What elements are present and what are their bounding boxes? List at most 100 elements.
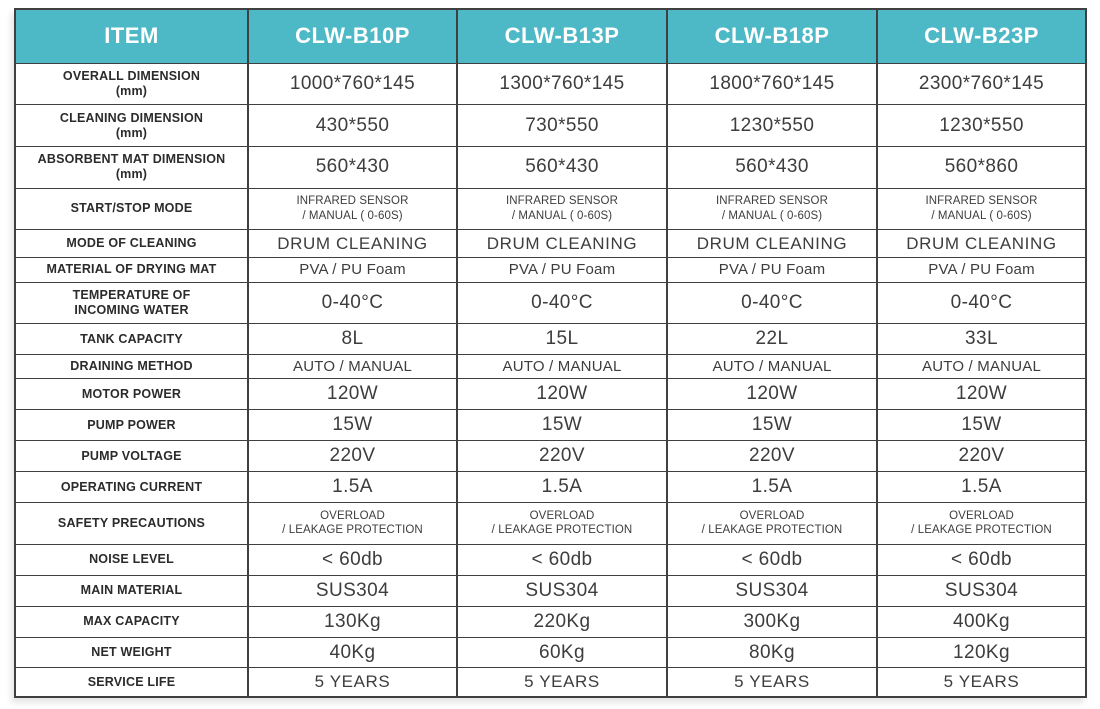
table-row: DRAINING METHOD AUTO / MANUAL AUTO / MANUA… (14, 354, 1087, 380)
table-row: MAIN MATERIAL SUS304 SUS304 SUS304 SUS304 (14, 574, 1087, 607)
spec-label: MAX CAPACITY (14, 605, 249, 638)
spec-value: DRUM CLEANING (247, 229, 458, 259)
spec-value: 1800*760*145 (666, 62, 878, 106)
spec-label: TANK CAPACITY (14, 323, 249, 356)
spec-value: 300Kg (666, 605, 878, 638)
table-row: OPERATING CURRENT 1.5A 1.5A 1.5A 1.5A (14, 471, 1087, 504)
header-row: ITEM CLW-B10P CLW-B13P CLW-B18P CLW-B23P (14, 8, 1087, 64)
spec-value: SUS304 (876, 574, 1087, 607)
table-row: SAFETY PRECAUTIONS OVERLOAD / LEAKAGE PROT… (14, 502, 1087, 545)
table-row: MATERIAL OF DRYING MAT PVA / PU Foam PVA /… (14, 257, 1087, 283)
spec-value: 80Kg (666, 636, 878, 669)
spec-value: 560*430 (666, 145, 878, 189)
spec-value: SUS304 (666, 574, 878, 607)
table-row: MAX CAPACITY 130Kg 220Kg 300Kg 400Kg (14, 605, 1087, 638)
spec-label: MOTOR POWER (14, 378, 249, 411)
spec-value: 120W (456, 378, 668, 411)
header-cell-model: CLW-B13P (456, 8, 668, 64)
spec-value: 15W (247, 409, 458, 442)
spec-value: INFRARED SENSOR / MANUAL ( 0-60S) (666, 187, 878, 231)
spec-label: OPERATING CURRENT (14, 471, 249, 504)
table-row: MOTOR POWER 120W 120W 120W 120W (14, 378, 1087, 411)
spec-value: 120Kg (876, 636, 1087, 669)
table-row: SERVICE LIFE 5 YEARS 5 YEARS 5 YEARS 5 YEARS (14, 667, 1087, 698)
spec-label: PUMP POWER (14, 409, 249, 442)
spec-value: 730*550 (456, 104, 668, 147)
table-row: NOISE LEVEL < 60db < 60db < 60db < 60db (14, 543, 1087, 576)
spec-value: 40Kg (247, 636, 458, 669)
spec-value: DRUM CLEANING (456, 229, 668, 259)
spec-value: 220Kg (456, 605, 668, 638)
spec-label: ABSORBENT MAT DIMENSION (mm) (14, 145, 249, 189)
spec-value: 15W (876, 409, 1087, 442)
table-row: TANK CAPACITY 8L 15L 22L 33L (14, 323, 1087, 356)
table-row: MODE OF CLEANING DRUM CLEANING DRUM CLEANI… (14, 229, 1087, 259)
spec-label: SAFETY PRECAUTIONS (14, 502, 249, 545)
spec-value: DRUM CLEANING (876, 229, 1087, 259)
spec-value: INFRARED SENSOR / MANUAL ( 0-60S) (876, 187, 1087, 231)
spec-value: AUTO / MANUAL (456, 354, 668, 380)
spec-value: 0-40°C (456, 281, 668, 325)
table-row: OVERALL DIMENSION (mm) 1000*760*145 1300*76… (14, 62, 1087, 106)
spec-label: MODE OF CLEANING (14, 229, 249, 259)
spec-value: 0-40°C (247, 281, 458, 325)
spec-value: 33L (876, 323, 1087, 356)
spec-value: 15W (456, 409, 668, 442)
spec-label: SERVICE LIFE (14, 667, 249, 698)
spec-value: OVERLOAD / LEAKAGE PROTECTION (247, 502, 458, 545)
spec-value: OVERLOAD / LEAKAGE PROTECTION (666, 502, 878, 545)
spec-value: 120W (247, 378, 458, 411)
spec-value: PVA / PU Foam (876, 257, 1087, 283)
table-row: TEMPERATURE OF INCOMING WATER 0-40°C 0-40°C… (14, 281, 1087, 325)
spec-value: DRUM CLEANING (666, 229, 878, 259)
spec-label: DRAINING METHOD (14, 354, 249, 380)
table-row: NET WEIGHT 40Kg 60Kg 80Kg 120Kg (14, 636, 1087, 669)
spec-value: SUS304 (456, 574, 668, 607)
spec-value: 220V (666, 440, 878, 473)
header-cell-item: ITEM (14, 8, 249, 64)
spec-value: INFRARED SENSOR / MANUAL ( 0-60S) (247, 187, 458, 231)
spec-value: 1.5A (876, 471, 1087, 504)
spec-value: 15W (666, 409, 878, 442)
spec-value: 400Kg (876, 605, 1087, 638)
table-row: CLEANING DIMENSION (mm) 430*550 730*550 1230… (14, 104, 1087, 147)
spec-value: 1000*760*145 (247, 62, 458, 106)
spec-value: PVA / PU Foam (666, 257, 878, 283)
spec-value: 220V (456, 440, 668, 473)
spec-label: NOISE LEVEL (14, 543, 249, 576)
spec-value: PVA / PU Foam (456, 257, 668, 283)
spec-label: PUMP VOLTAGE (14, 440, 249, 473)
spec-value: 130Kg (247, 605, 458, 638)
spec-value: < 60db (876, 543, 1087, 576)
spec-value: 5 YEARS (456, 667, 668, 698)
spec-value: 120W (666, 378, 878, 411)
header-cell-model: CLW-B10P (247, 8, 458, 64)
spec-value: 1.5A (247, 471, 458, 504)
header-cell-model: CLW-B18P (666, 8, 878, 64)
spec-value: 560*430 (247, 145, 458, 189)
spec-value: 1.5A (666, 471, 878, 504)
spec-value: 560*430 (456, 145, 668, 189)
spec-value: 0-40°C (876, 281, 1087, 325)
spec-value: 8L (247, 323, 458, 356)
spec-value: 220V (876, 440, 1087, 473)
spec-label: NET WEIGHT (14, 636, 249, 669)
spec-value: 5 YEARS (876, 667, 1087, 698)
spec-value: 1.5A (456, 471, 668, 504)
spec-value: AUTO / MANUAL (247, 354, 458, 380)
spec-label: OVERALL DIMENSION (mm) (14, 62, 249, 106)
product-spec-table: ITEM CLW-B10P CLW-B13P CLW-B18P CLW-B23P OVE… (14, 8, 1087, 698)
spec-value: SUS304 (247, 574, 458, 607)
spec-value: 5 YEARS (666, 667, 878, 698)
spec-value: 22L (666, 323, 878, 356)
spec-value: 0-40°C (666, 281, 878, 325)
spec-value: 220V (247, 440, 458, 473)
spec-value: PVA / PU Foam (247, 257, 458, 283)
spec-value: 1230*550 (876, 104, 1087, 147)
spec-value: < 60db (247, 543, 458, 576)
spec-value: < 60db (456, 543, 668, 576)
spec-value: 60Kg (456, 636, 668, 669)
spec-value: 430*550 (247, 104, 458, 147)
spec-label: MATERIAL OF DRYING MAT (14, 257, 249, 283)
